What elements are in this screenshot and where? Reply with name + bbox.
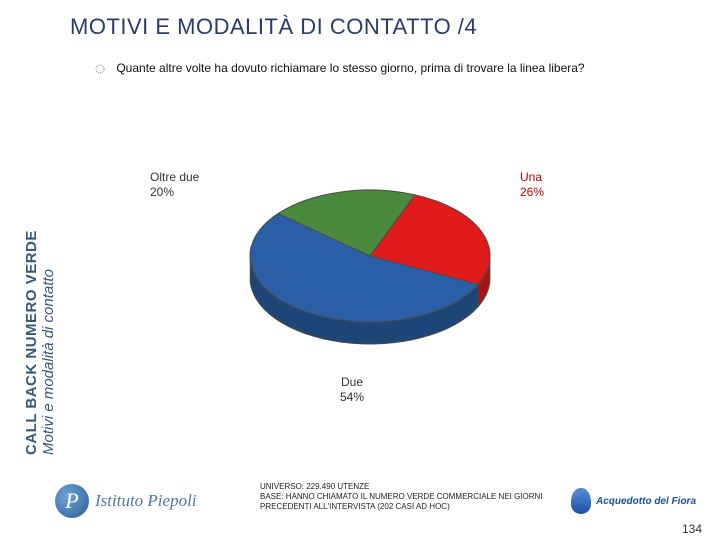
footer-line1: UNIVERSO: 229.490 UTENZE — [260, 482, 560, 492]
slice-label-oltre_due: Oltre due20% — [150, 170, 199, 200]
piepoli-text: Istituto Piepoli — [95, 491, 197, 511]
logo-piepoli: P Istituto Piepoli — [55, 484, 197, 518]
sidebar-label: CALL BACK NUMERO VERDE Motivi e modalità… — [24, 230, 57, 455]
question-bullet: Quante altre volte ha dovuto richiamare … — [95, 60, 690, 75]
piepoli-mark-icon: P — [55, 484, 89, 518]
page-title: MOTIVI E MODALITÀ DI CONTATTO /4 — [70, 14, 477, 40]
footer-notes: UNIVERSO: 229.490 UTENZE BASE: HANNO CHI… — [260, 482, 560, 512]
slice-label-una: Una26% — [520, 170, 544, 200]
logo-acquedotto: Acquedotto del Fiora — [571, 488, 696, 514]
page-number: 134 — [682, 522, 702, 536]
pie-chart-svg — [220, 180, 520, 374]
bullet-icon — [95, 63, 105, 73]
question-text: Quante altre volte ha dovuto richiamare … — [116, 61, 584, 75]
pie-chart: Una26% Due54% Oltre due20% — [140, 150, 610, 430]
slice-label-due: Due54% — [340, 375, 364, 405]
sidebar-line1: CALL BACK NUMERO VERDE — [24, 230, 41, 455]
footer-line2: BASE: HANNO CHIAMATO IL NUMERO VERDE COM… — [260, 492, 560, 512]
adf-text: Acquedotto del Fiora — [596, 496, 696, 507]
sidebar-line2: Motivi e modalità di contatto — [41, 230, 58, 455]
water-drop-icon — [571, 488, 591, 514]
